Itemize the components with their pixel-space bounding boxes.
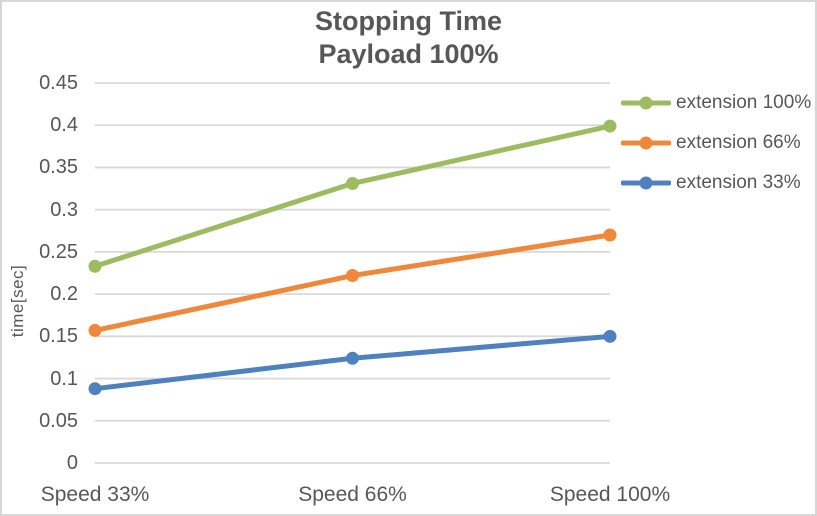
legend-entry: extension 66%: [621, 123, 811, 163]
chart-subtitle: Payload 100%: [318, 39, 499, 69]
legend-entry: extension 33%: [621, 163, 811, 203]
legend-entry: extension 100%: [621, 83, 811, 123]
data-point: [88, 259, 102, 273]
y-tick-label: 0.45: [39, 72, 78, 94]
legend-label: extension 66%: [676, 132, 801, 153]
y-tick-label: 0.3: [50, 198, 78, 221]
legend-dot: [639, 176, 653, 190]
chart-title: Stopping Time: [315, 6, 502, 36]
y-tick-label: 0: [66, 452, 78, 474]
y-tick-label: 0.4: [50, 114, 78, 137]
data-point: [346, 176, 359, 190]
data-point: [88, 382, 102, 396]
data-point: [603, 228, 617, 242]
y-tick-label: 0.35: [39, 156, 78, 179]
x-category-label: Speed 66%: [298, 483, 407, 506]
y-tick-label: 0.2: [50, 283, 78, 306]
legend-label: extension 100%: [676, 92, 812, 113]
data-point: [88, 323, 102, 337]
legend-label: extension 33%: [676, 172, 801, 193]
x-category-label: Speed 100%: [549, 483, 671, 506]
data-point: [346, 269, 359, 283]
legend-dot: [639, 136, 653, 150]
series-line-extension-66-: [92, 232, 613, 333]
legend-marker-icon: [621, 176, 671, 190]
legend-marker-icon: [621, 96, 671, 110]
chart-title-block: Stopping Time Payload 100%: [0, 5, 817, 71]
y-tick-label: 0.15: [39, 325, 78, 348]
data-point: [603, 329, 617, 343]
data-point: [603, 119, 617, 133]
data-point: [346, 351, 359, 365]
y-tick-label: 0.1: [50, 367, 78, 390]
y-tick-label: 0.05: [39, 409, 78, 432]
legend-marker-icon: [621, 136, 671, 150]
legend: extension 100% extension 66% extension 33%: [621, 83, 811, 203]
legend-dot: [639, 96, 653, 110]
x-category-label: Speed 33%: [40, 483, 150, 506]
y-tick-label: 0.25: [39, 240, 78, 263]
